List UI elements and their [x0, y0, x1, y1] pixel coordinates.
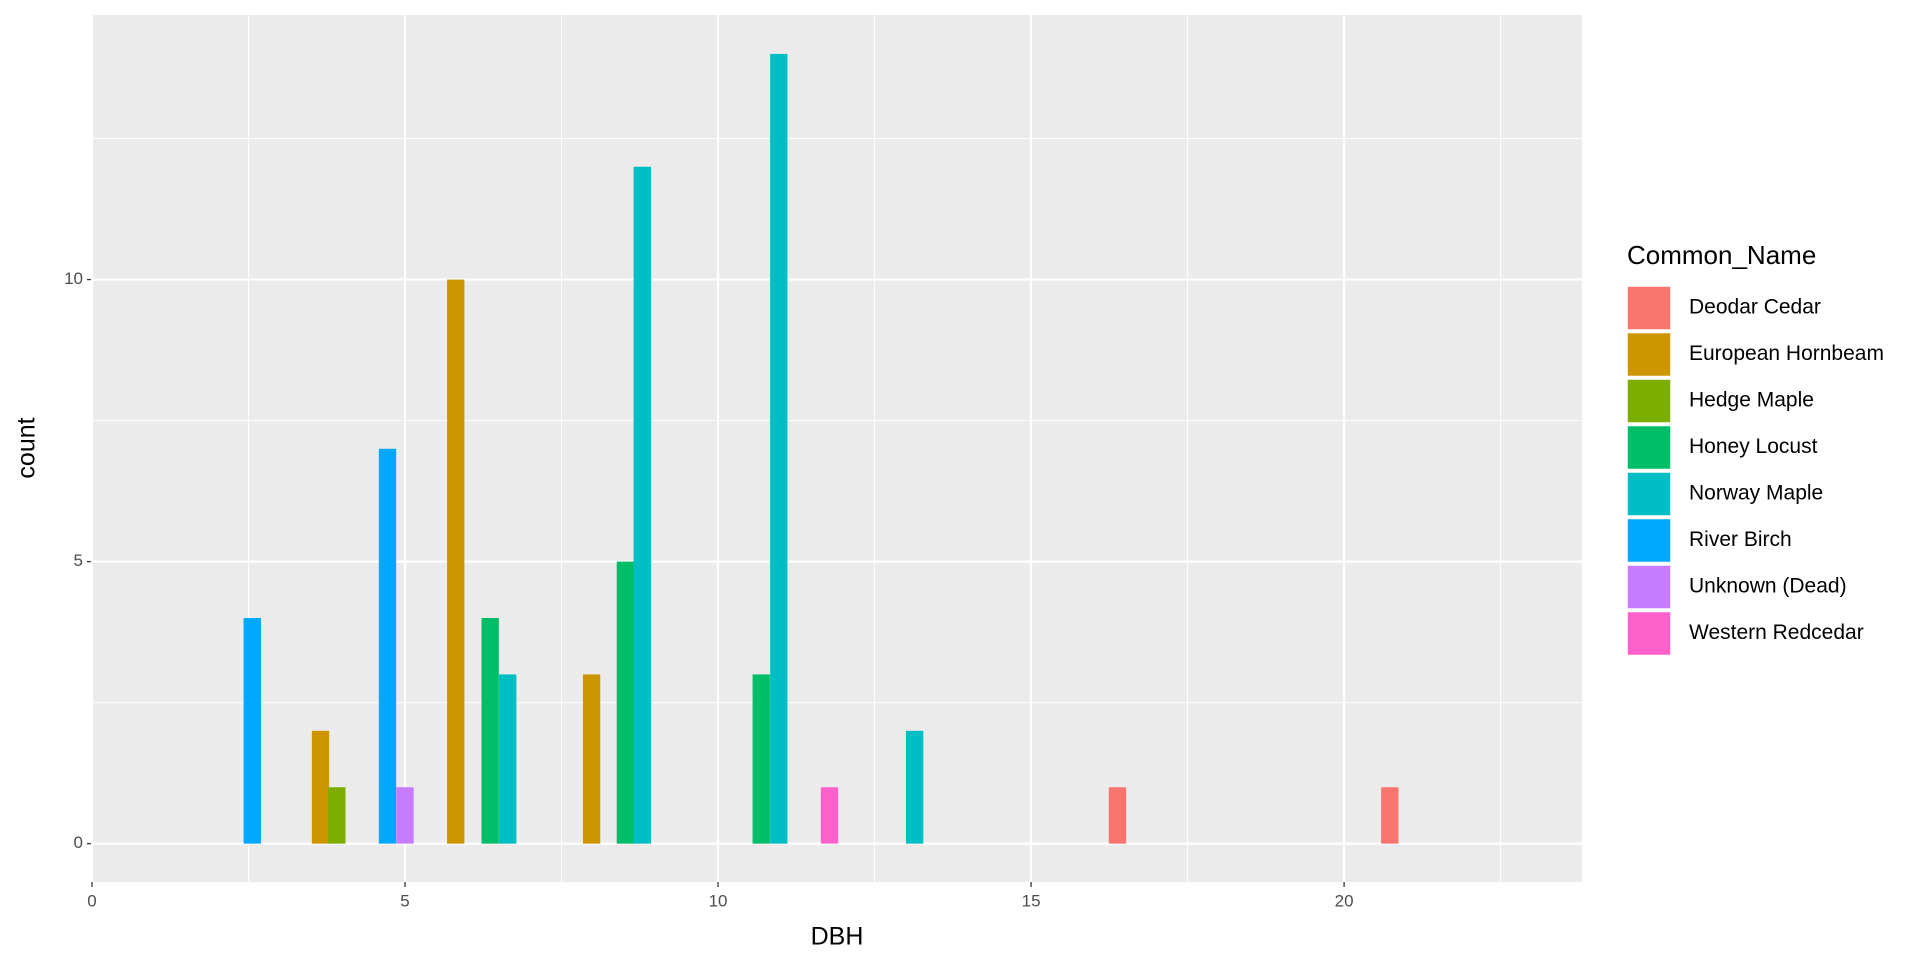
bar: [499, 674, 517, 844]
bar: [396, 787, 414, 844]
bar: [311, 730, 330, 844]
y-tick-label: 0: [74, 833, 83, 852]
legend-label: Honey Locust: [1689, 435, 1818, 458]
legend-label: European Hornbeam: [1689, 342, 1884, 365]
x-tick-label: 20: [1335, 891, 1354, 910]
bar: [905, 730, 924, 844]
bar: [1381, 787, 1399, 844]
bar: [616, 561, 635, 844]
bar: [752, 674, 770, 844]
legend-label: Hedge Maple: [1689, 389, 1814, 412]
legend-label: Norway Maple: [1689, 482, 1823, 505]
y-tick-label: 10: [64, 269, 83, 288]
legend-key: [1626, 610, 1672, 657]
bar: [1108, 787, 1127, 844]
bar: [820, 787, 839, 844]
bar: [582, 674, 601, 844]
bar: [770, 53, 788, 844]
legend-label: Western Redcedar: [1689, 621, 1864, 644]
bar: [328, 787, 346, 844]
bar: [378, 448, 397, 844]
legend-label: River Birch: [1689, 528, 1792, 551]
legend-key: [1626, 564, 1672, 610]
legend-label: Unknown (Dead): [1689, 575, 1847, 598]
legend-key: [1626, 471, 1672, 517]
bar: [447, 279, 465, 844]
legend-title: Common_Name: [1627, 240, 1816, 270]
legend-key: [1626, 331, 1672, 378]
x-tick-label: 15: [1022, 891, 1041, 910]
x-tick-label: 10: [709, 891, 728, 910]
legend-key: [1626, 517, 1672, 564]
bar: [633, 166, 651, 844]
bar: [481, 618, 499, 844]
bar: [243, 618, 261, 844]
y-axis-title: count: [13, 417, 41, 478]
panel: [92, 15, 1582, 882]
legend-key: [1626, 285, 1672, 331]
legend-label: Deodar Cedar: [1689, 296, 1821, 319]
x-tick-label: 0: [87, 891, 96, 910]
x-axis-title: DBH: [811, 923, 864, 951]
legend-key: [1626, 424, 1672, 471]
x-tick-label: 5: [400, 891, 409, 910]
legend-key: [1626, 378, 1672, 424]
y-tick-label: 5: [74, 551, 83, 570]
